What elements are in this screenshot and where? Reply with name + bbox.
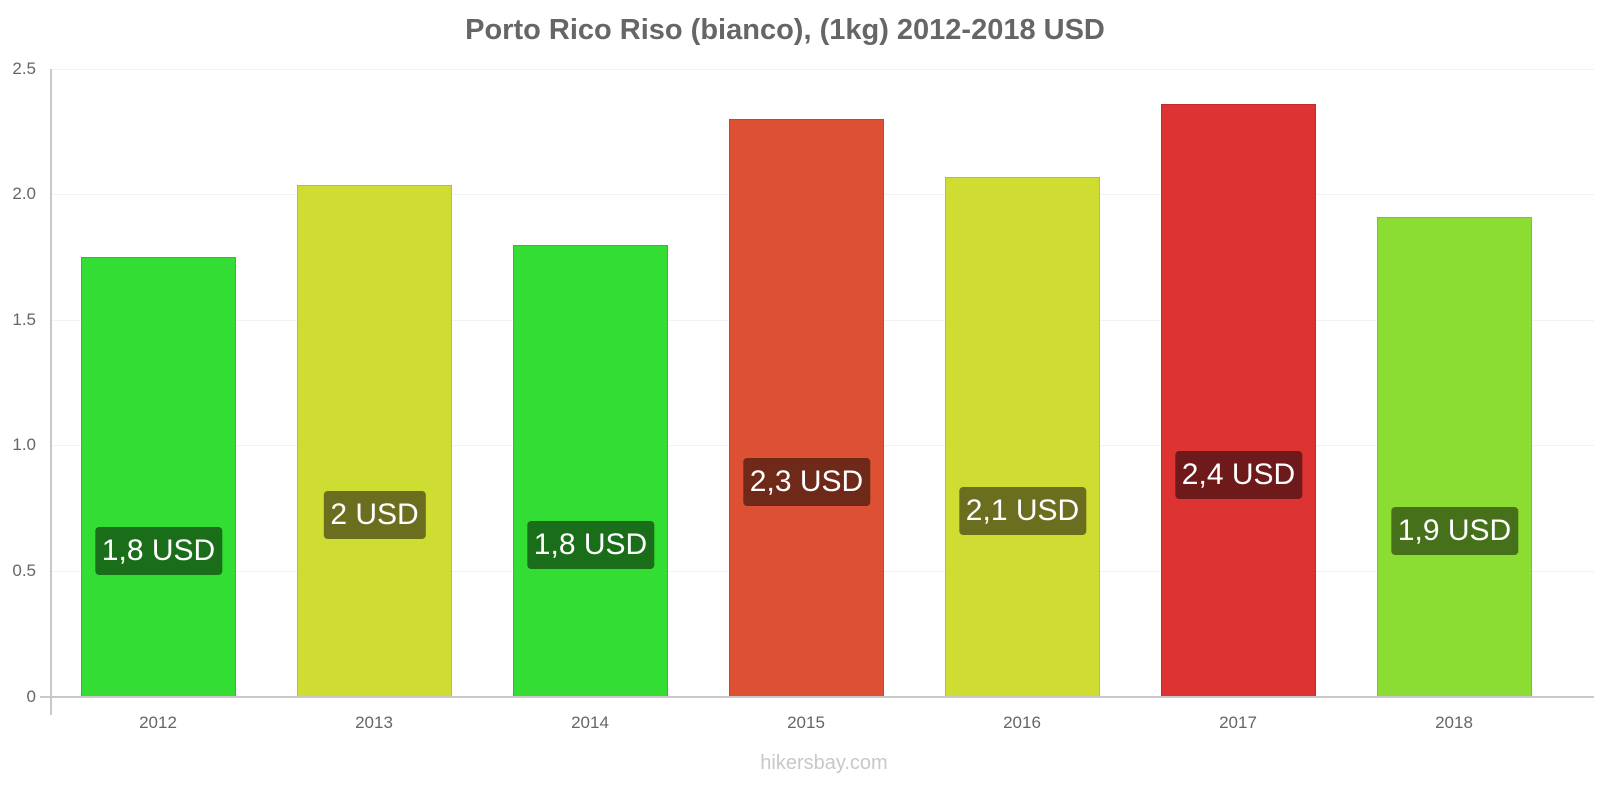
y-tick-label: 2.0 — [12, 184, 36, 203]
bar-2017 — [1161, 104, 1316, 697]
bar-2015 — [729, 119, 884, 697]
data-label: 2 USD — [323, 490, 426, 539]
x-tick-label: 2012 — [139, 713, 177, 732]
data-label: 1,8 USD — [94, 527, 223, 576]
x-tick-label: 2018 — [1435, 713, 1473, 732]
watermark: hikersbay.com — [760, 752, 888, 774]
y-axis-line — [50, 69, 52, 715]
data-label: 2,4 USD — [1174, 450, 1303, 499]
data-label: 2,3 USD — [742, 458, 871, 507]
bar-2013 — [297, 184, 452, 697]
x-tick-label: 2017 — [1219, 713, 1257, 732]
y-tick-label: 1.5 — [12, 310, 36, 329]
x-tick-label: 2013 — [355, 713, 393, 732]
data-label: 1,9 USD — [1390, 507, 1519, 556]
chart-title: Porto Rico Riso (bianco), (1kg) 2012-201… — [465, 14, 1105, 46]
y-tick-label: 0 — [26, 687, 36, 706]
x-tick-label: 2014 — [571, 713, 609, 732]
data-label: 2,1 USD — [958, 487, 1087, 535]
bar-2014 — [513, 244, 668, 697]
bar-2016 — [945, 177, 1100, 697]
y-tick-label: 0.5 — [12, 561, 36, 580]
x-tick-label: 2016 — [1003, 713, 1041, 732]
bar-2012 — [81, 257, 236, 697]
y-tick-label: 1.0 — [12, 435, 36, 454]
gridline-2-5 — [52, 69, 1594, 70]
x-axis-line — [40, 696, 1594, 698]
x-tick-label: 2015 — [787, 713, 825, 732]
bar-2018 — [1377, 217, 1532, 697]
y-tick-label: 2.5 — [12, 59, 36, 78]
data-label: 1,8 USD — [526, 520, 655, 569]
